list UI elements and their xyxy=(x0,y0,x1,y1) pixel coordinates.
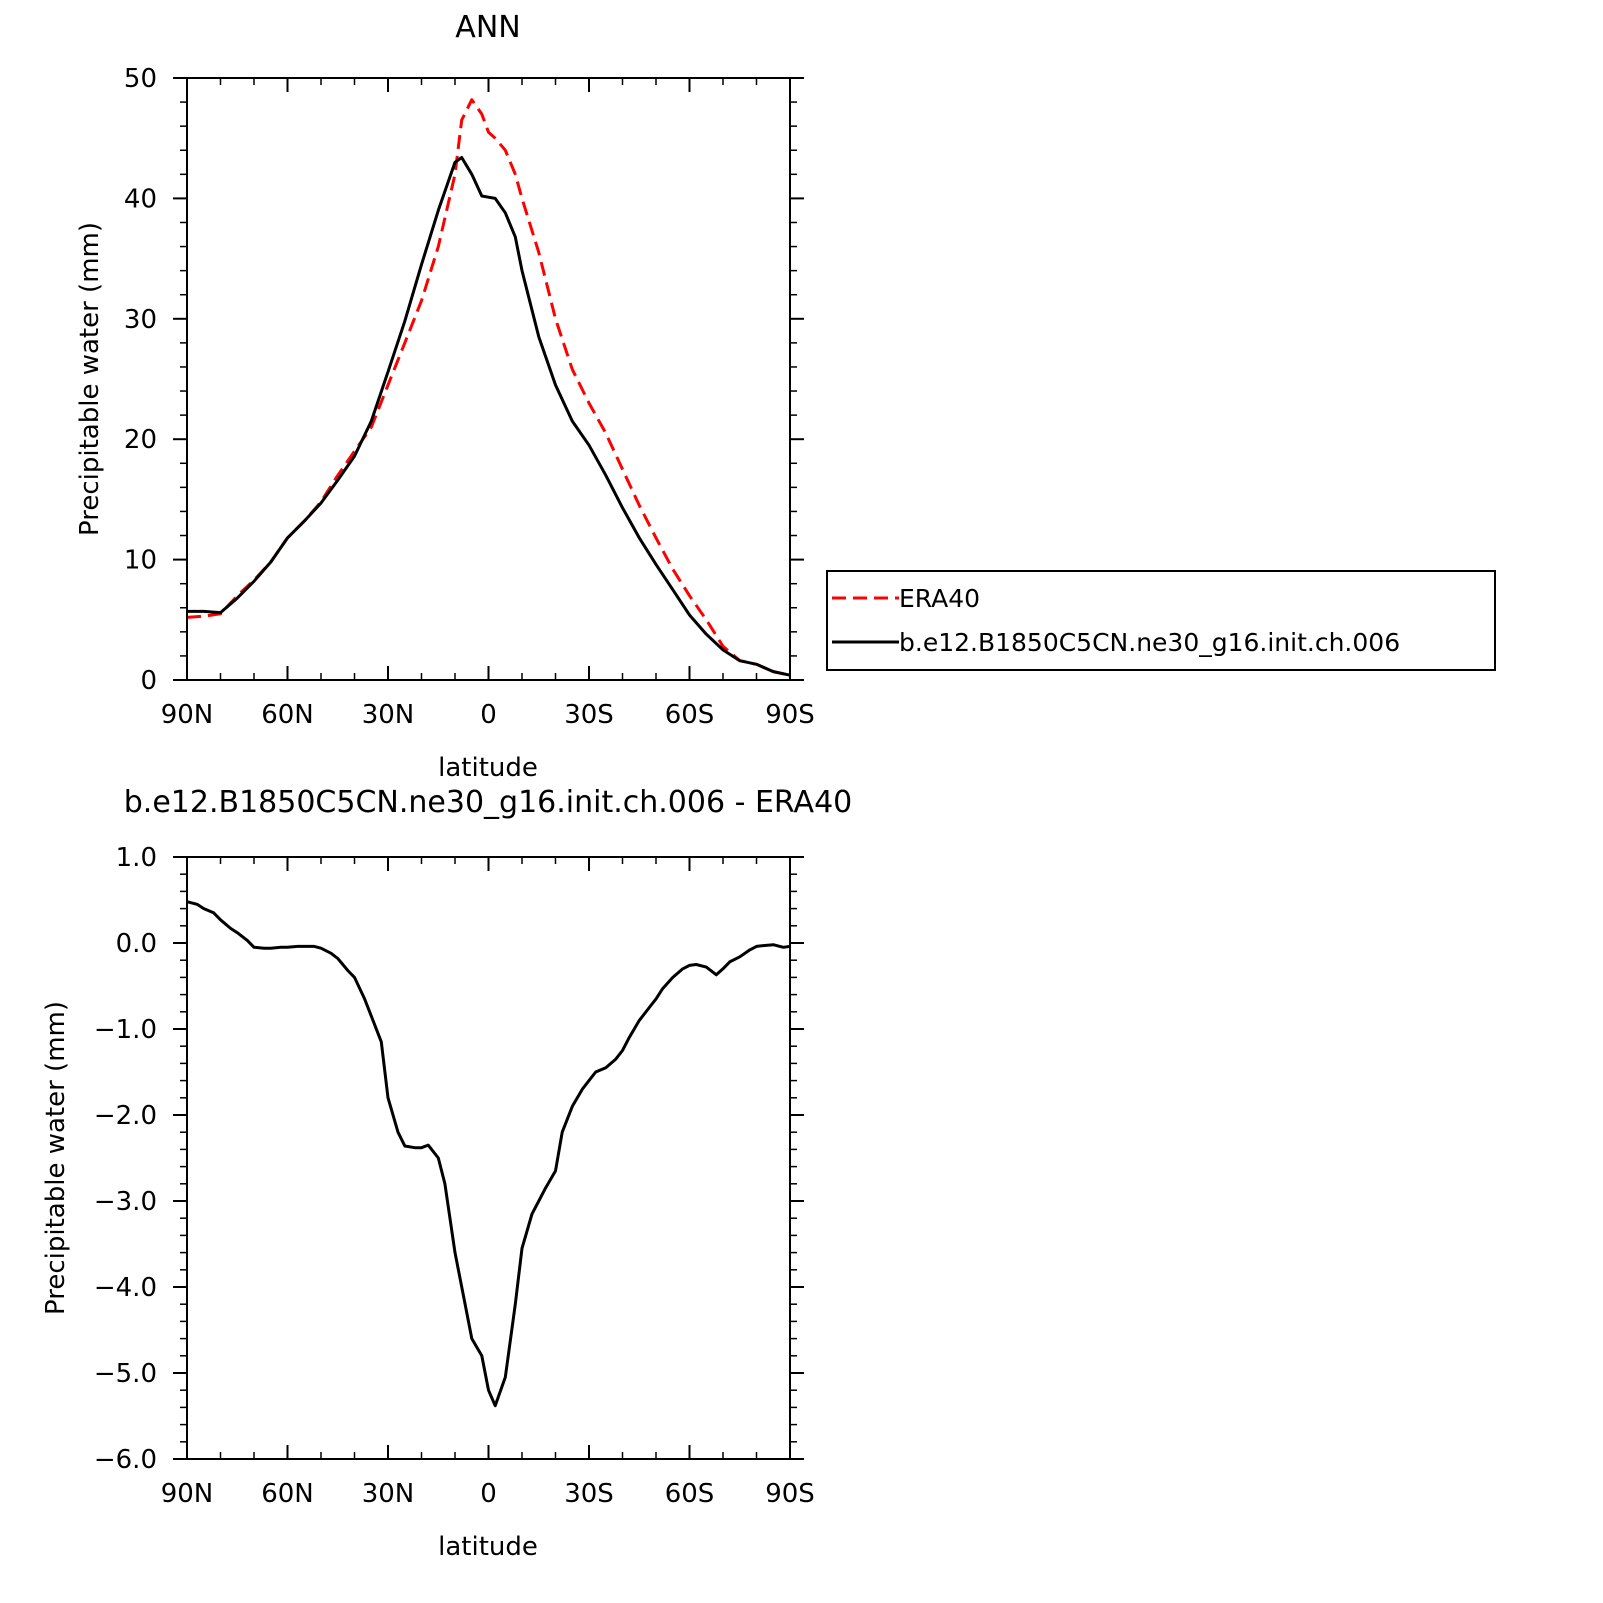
top-x-tick-label: 90N xyxy=(161,700,214,730)
top-x-tick-label: 30S xyxy=(564,700,614,730)
top-y-tick-label: 0 xyxy=(140,666,157,696)
legend-entry-model: b.e12.B1850C5CN.ne30_g16.init.ch.006 xyxy=(899,628,1400,657)
legend-entry-era40: ERA40 xyxy=(899,584,980,613)
top-y-tick-label: 10 xyxy=(124,546,157,576)
bottom-x-tick-label: 90N xyxy=(161,1479,214,1509)
bottom-panel: b.e12.B1850C5CN.ne30_g16.init.ch.006 - E… xyxy=(41,785,852,1562)
bottom-series-line-0 xyxy=(186,900,791,1408)
bottom-x-tick-label: 60N xyxy=(261,1479,314,1509)
top-x-tick-label: 30N xyxy=(362,700,415,730)
bottom-y-axis-label: Precipitable water (mm) xyxy=(41,1001,71,1315)
bottom-y-tick-label: −5.0 xyxy=(94,1359,157,1389)
top-series-line-1 xyxy=(187,156,791,677)
bottom-x-tick-label: 30S xyxy=(564,1479,614,1509)
top-y-tick-label: 30 xyxy=(124,305,157,335)
bottom-y-tick-label: 1.0 xyxy=(116,843,157,873)
top-y-tick-label: 20 xyxy=(124,425,157,455)
bottom-x-axis-label: latitude xyxy=(438,1532,538,1562)
top-series-layer xyxy=(186,98,791,677)
bottom-ticks-layer: 90N 60N 30N 0 30S 60S 90S 1.0 0.0 −1.0 −2.0 −3.0 −4.… xyxy=(94,843,815,1509)
top-y-axis-label: Precipitable water (mm) xyxy=(75,222,105,536)
top-x-axis-label: latitude xyxy=(438,753,538,783)
bottom-x-tick-label: 0 xyxy=(480,1479,497,1509)
top-plot-frame xyxy=(186,77,791,681)
top-x-tick-label: 0 xyxy=(480,700,497,730)
bottom-y-tick-label: −1.0 xyxy=(94,1015,157,1045)
top-series-line-0 xyxy=(186,98,791,677)
top-x-tick-label: 60S xyxy=(665,700,715,730)
top-y-tick-label: 50 xyxy=(124,64,157,94)
bottom-x-tick-label: 30N xyxy=(362,1479,415,1509)
legend-box xyxy=(826,570,1496,671)
top-y-tick-label: 40 xyxy=(124,184,157,214)
top-x-tick-label: 60N xyxy=(261,700,314,730)
bottom-y-tick-label: 0.0 xyxy=(116,929,157,959)
bottom-series-layer xyxy=(186,900,791,1408)
bottom-y-tick-label: −4.0 xyxy=(94,1273,157,1303)
bottom-x-tick-label: 60S xyxy=(665,1479,715,1509)
legend: ERA40 b.e12.B1850C5CN.ne30_g16.init.ch.0… xyxy=(826,570,1496,671)
bottom-y-tick-label: −2.0 xyxy=(94,1101,157,1131)
bottom-x-tick-label: 90S xyxy=(765,1479,815,1509)
bottom-chart-title: b.e12.B1850C5CN.ne30_g16.init.ch.006 - E… xyxy=(124,785,853,820)
top-chart-title: ANN xyxy=(455,10,520,45)
top-x-tick-label: 90S xyxy=(765,700,815,730)
top-panel: ANN 90N 60N 30N 0 30S 60S 90S 0 10 20 30 40 50 latit… xyxy=(75,10,1496,783)
bottom-y-tick-label: −6.0 xyxy=(94,1445,157,1475)
bottom-y-tick-label: −3.0 xyxy=(94,1187,157,1217)
top-ticks-layer: 90N 60N 30N 0 30S 60S 90S 0 10 20 30 40 50 xyxy=(124,64,815,730)
